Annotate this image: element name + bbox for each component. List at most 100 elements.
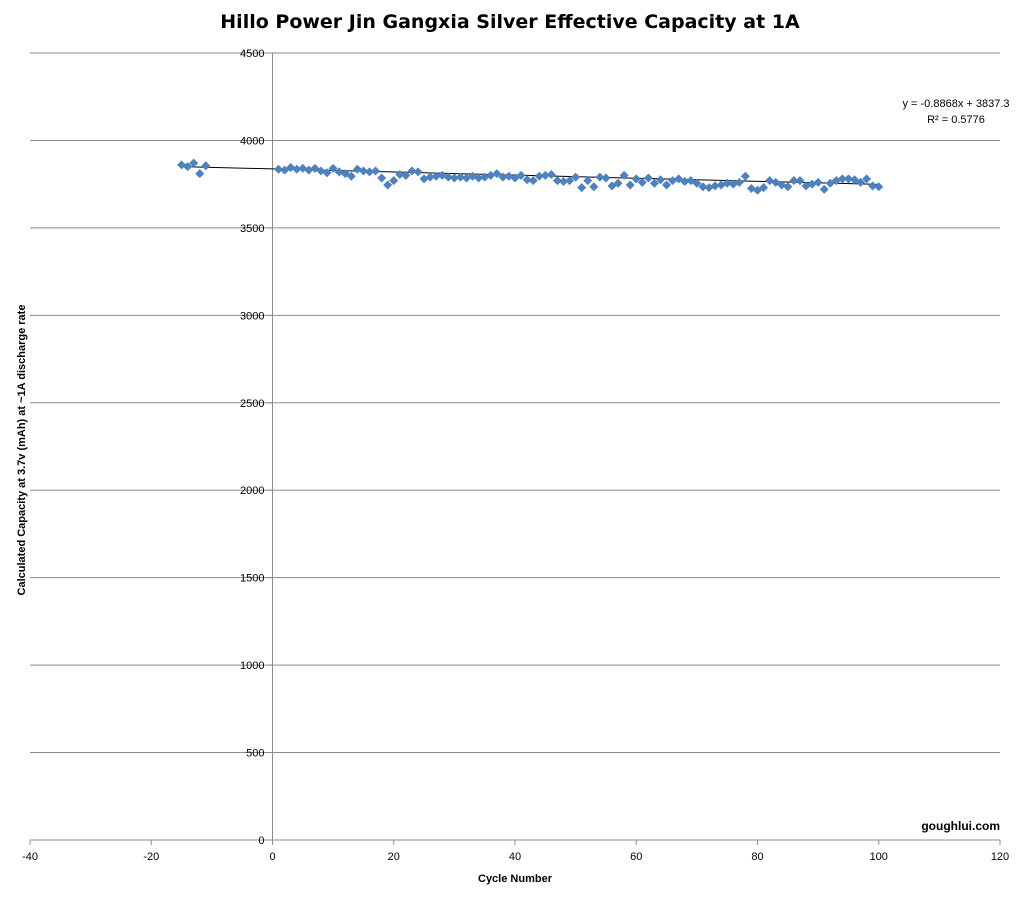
data-point	[425, 172, 435, 182]
data-point	[522, 175, 532, 185]
data-point	[383, 180, 393, 190]
data-point	[595, 172, 605, 182]
data-point	[601, 173, 611, 183]
data-point	[389, 176, 399, 186]
data-point	[649, 178, 659, 188]
data-point	[183, 162, 193, 172]
data-point	[492, 169, 502, 179]
data-point	[552, 176, 562, 186]
gridlines	[30, 52, 1000, 754]
data-point	[371, 166, 381, 176]
data-point	[583, 176, 593, 186]
data-point	[455, 172, 465, 182]
data-point	[328, 163, 338, 173]
y-tick-label: 2500	[240, 398, 264, 410]
data-point	[365, 167, 374, 177]
axes	[29, 52, 1001, 845]
data-point	[662, 180, 672, 190]
x-tick-label: 100	[870, 851, 888, 863]
data-point	[710, 181, 720, 191]
trendline-r2: R² = 0.5776	[927, 114, 985, 126]
data-point	[431, 171, 441, 181]
chart-title: Hillo Power Jin Gangxia Silver Effective…	[220, 11, 800, 33]
x-tick-label: 120	[991, 851, 1009, 863]
y-tick-label: 2000	[240, 485, 264, 497]
data-point	[401, 170, 411, 180]
data-point	[377, 173, 387, 183]
data-point	[358, 166, 368, 176]
data-point	[395, 170, 405, 180]
data-point	[740, 171, 750, 181]
data-point	[274, 164, 284, 174]
data-point	[534, 171, 544, 181]
data-point	[540, 170, 550, 180]
data-point	[856, 177, 866, 187]
data-point	[346, 171, 356, 181]
data-point	[868, 181, 878, 191]
data-point	[546, 170, 556, 180]
data-point	[759, 183, 769, 193]
data-point	[819, 184, 829, 194]
x-tick-label: -40	[22, 851, 38, 863]
data-point	[722, 178, 732, 188]
data-point	[643, 173, 653, 183]
y-tick-label: 0	[258, 835, 264, 847]
data-point	[413, 167, 423, 177]
data-points	[177, 158, 884, 195]
data-point	[322, 168, 332, 178]
data-point	[813, 177, 823, 187]
trendline-equation: y = -0.8868x + 3837.3	[902, 98, 1009, 110]
y-tick-label: 1500	[240, 573, 264, 585]
data-point	[631, 174, 641, 184]
watermark: goughlui.com	[921, 819, 1000, 833]
data-point	[680, 177, 690, 187]
data-point	[559, 177, 568, 187]
x-tick-label: 20	[388, 851, 400, 863]
data-point	[789, 176, 799, 186]
data-point	[516, 170, 526, 180]
data-point	[577, 183, 587, 193]
x-tick-label: -20	[143, 851, 159, 863]
data-point	[407, 166, 417, 176]
data-point	[843, 174, 853, 184]
data-point	[619, 170, 629, 180]
data-point	[195, 169, 205, 179]
data-point	[783, 182, 793, 192]
data-point	[498, 172, 508, 182]
y-tick-labels: 0 500 1000 1500 2000 2500 3000 3500 4000 4500	[240, 48, 264, 847]
data-point	[189, 158, 199, 168]
y-tick-label: 3500	[240, 223, 264, 235]
data-point	[443, 172, 453, 182]
x-tick-label: 80	[751, 851, 763, 863]
x-tick-labels: -40 -20 0 20 40 60 80 100 120	[22, 851, 1009, 863]
data-point	[862, 174, 872, 184]
data-point	[637, 177, 647, 187]
data-point	[474, 173, 484, 183]
data-point	[625, 180, 635, 190]
data-point	[613, 178, 623, 188]
data-point	[528, 176, 538, 186]
y-axis-label: Calculated Capacity at 3.7v (mAh) at ~1A…	[16, 305, 28, 596]
data-point	[201, 161, 211, 171]
data-point	[565, 176, 575, 186]
data-point	[874, 182, 884, 192]
y-tick-label: 500	[246, 748, 264, 760]
data-point	[571, 172, 581, 182]
data-point	[734, 177, 744, 187]
x-tick-label: 60	[630, 851, 642, 863]
data-point	[698, 182, 708, 192]
y-tick-label: 1000	[240, 660, 264, 672]
y-tick-label: 3000	[240, 310, 264, 322]
data-point	[692, 178, 702, 188]
x-axis-label: Cycle Number	[478, 873, 553, 885]
data-point	[656, 175, 665, 185]
data-point	[795, 176, 805, 186]
y-tick-label: 4000	[240, 135, 264, 147]
data-point	[837, 174, 847, 184]
data-point	[589, 182, 599, 192]
data-point	[449, 173, 459, 183]
y-tick-label: 4500	[240, 48, 264, 60]
x-tick-label: 40	[509, 851, 521, 863]
data-point	[292, 164, 302, 174]
